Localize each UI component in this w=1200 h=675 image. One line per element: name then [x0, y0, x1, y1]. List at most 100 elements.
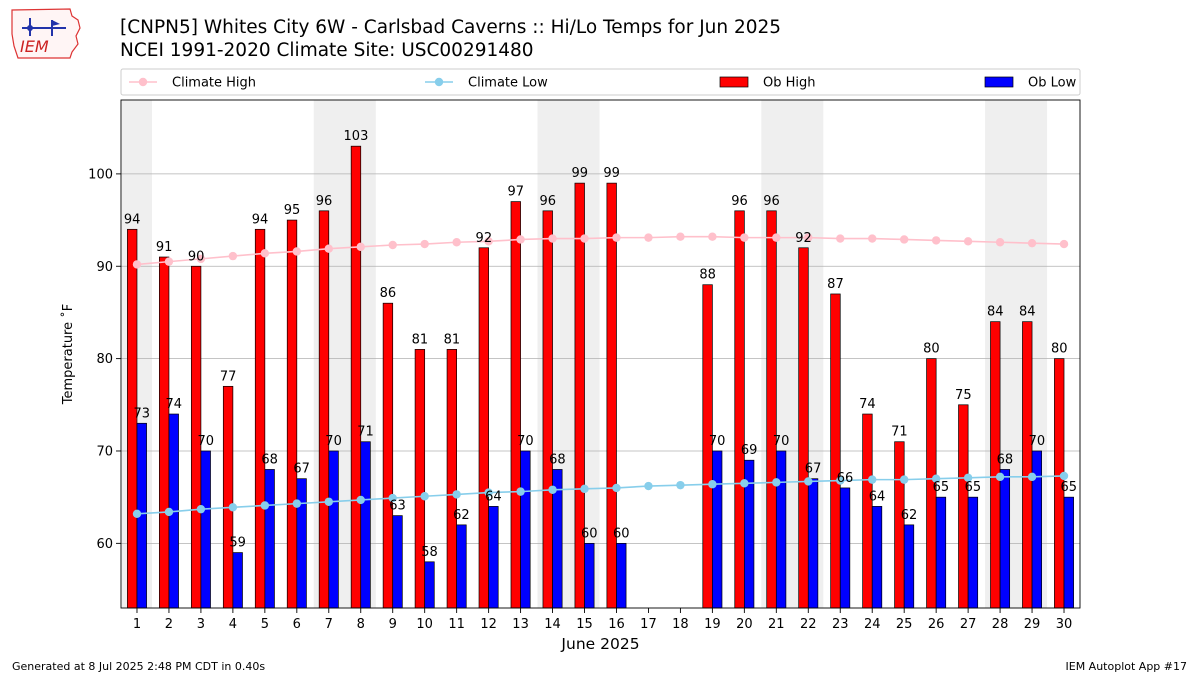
legend-label: Climate Low — [468, 76, 548, 91]
ob-low-bar — [712, 450, 723, 609]
ob-high-label: 96 — [316, 194, 333, 209]
ob-low-bar — [328, 450, 339, 609]
climate-low-point — [1027, 472, 1037, 482]
ob-low-bar — [807, 478, 819, 609]
ob-high-label: 86 — [380, 286, 397, 301]
ob-high-bar — [382, 302, 394, 609]
legend-marker — [434, 77, 444, 87]
legend-frame — [120, 68, 1081, 96]
climate-low-point — [516, 487, 525, 496]
x-tick-label: 4 — [229, 617, 237, 632]
y-axis-label: Temperature ˚F — [60, 304, 76, 405]
x-tick-label: 20 — [736, 617, 753, 632]
x-tick-label: 10 — [416, 617, 433, 632]
x-tick-label: 8 — [357, 617, 365, 632]
ob-low-label: 66 — [837, 471, 854, 486]
x-tick-label: 27 — [960, 617, 977, 632]
ob-high-bar — [286, 219, 298, 609]
ob-high-bar — [446, 349, 457, 609]
ob-low-label: 65 — [933, 480, 950, 495]
plot-frame — [120, 99, 1081, 609]
climate-high-point — [580, 234, 589, 243]
x-tick-label: 29 — [1024, 617, 1041, 632]
ob-low-label: 67 — [805, 462, 822, 477]
climate-lines — [132, 232, 1069, 518]
climate-low-point — [708, 480, 717, 489]
ob-low-label: 59 — [229, 536, 246, 551]
ob-high-bar — [958, 404, 969, 609]
x-tick-label: 12 — [480, 617, 497, 632]
legend-label: Ob Low — [1028, 76, 1077, 91]
ob-high-bar — [830, 293, 841, 609]
ob-high-bar — [574, 182, 585, 609]
ob-low-label: 63 — [389, 499, 406, 514]
ob-low-bar — [520, 450, 531, 609]
climate-high-point — [1059, 239, 1069, 249]
climate-low-point — [452, 490, 461, 499]
climate-low-point — [388, 493, 397, 503]
climate-low-point — [836, 476, 845, 485]
y-tick-label: 80 — [96, 352, 113, 367]
ob-low-bar — [1063, 496, 1074, 609]
ob-low-label: 70 — [197, 434, 214, 449]
ob-high-label: 103 — [344, 129, 369, 144]
ob-low-label: 60 — [613, 526, 630, 541]
ob-high-bar — [318, 210, 330, 609]
climate-low-point — [132, 509, 142, 518]
climate-high-point — [132, 260, 142, 269]
climate-low-point — [644, 481, 653, 491]
climate-low-point — [931, 474, 941, 483]
ob-high-label: 74 — [859, 397, 876, 412]
x-tick-label: 26 — [928, 617, 945, 632]
climate-low-point — [164, 507, 174, 517]
data-labels: 94 73 91 74 90 70 77 59 94 68 95 67 96 70 103 71 86 63 81 5… — [124, 129, 1077, 560]
bars — [127, 145, 1074, 609]
ob-low-bar — [935, 496, 947, 609]
x-tick-label: 9 — [389, 617, 397, 632]
climate-low-point — [228, 503, 238, 512]
ob-high-bar — [606, 182, 617, 609]
climate-low-point — [772, 478, 781, 487]
climate-high-point — [644, 233, 653, 242]
ob-high-bar — [766, 210, 777, 609]
climate-low-point — [868, 475, 877, 484]
x-tick-label: 22 — [800, 617, 817, 632]
ob-low-label: 68 — [261, 452, 278, 467]
climate-low-point — [740, 479, 749, 488]
x-tick-label: 19 — [704, 617, 721, 632]
ob-low-bar — [392, 515, 403, 609]
ob-high-label: 97 — [508, 185, 525, 200]
climate-high-point — [260, 249, 270, 258]
climate-high-point — [868, 234, 877, 243]
x-tick-label: 30 — [1056, 617, 1073, 632]
ob-high-label: 81 — [412, 332, 429, 347]
ob-low-label: 64 — [485, 489, 502, 504]
ob-high-label: 99 — [571, 166, 588, 181]
ob-high-label: 90 — [188, 249, 205, 264]
ob-high-label: 92 — [795, 231, 812, 246]
y-tick-label: 70 — [96, 444, 113, 459]
climate-low-point — [963, 473, 973, 482]
climate-low-point — [548, 485, 557, 494]
ob-low-label: 62 — [453, 508, 470, 523]
climate-high-point — [516, 235, 525, 244]
climate-low-point — [356, 495, 365, 505]
climate-low-point — [196, 504, 206, 514]
ob-low-label: 62 — [901, 508, 918, 523]
x-tick-label: 25 — [896, 617, 913, 632]
ob-low-bar — [232, 552, 243, 609]
climate-high-point — [420, 239, 429, 249]
climate-low-line — [136, 475, 1065, 515]
ob-low-bar — [616, 542, 627, 609]
climate-high-point — [836, 234, 845, 243]
ob-low-bar — [424, 561, 435, 609]
ob-high-bar — [159, 256, 170, 609]
ob-low-bar — [200, 450, 211, 609]
ob-low-bar — [999, 469, 1011, 609]
ob-low-bar — [967, 496, 979, 609]
ob-low-label: 70 — [517, 434, 534, 449]
legend-label: Climate High — [172, 76, 256, 91]
climate-low-point — [324, 497, 333, 506]
ob-high-label: 96 — [763, 194, 780, 209]
